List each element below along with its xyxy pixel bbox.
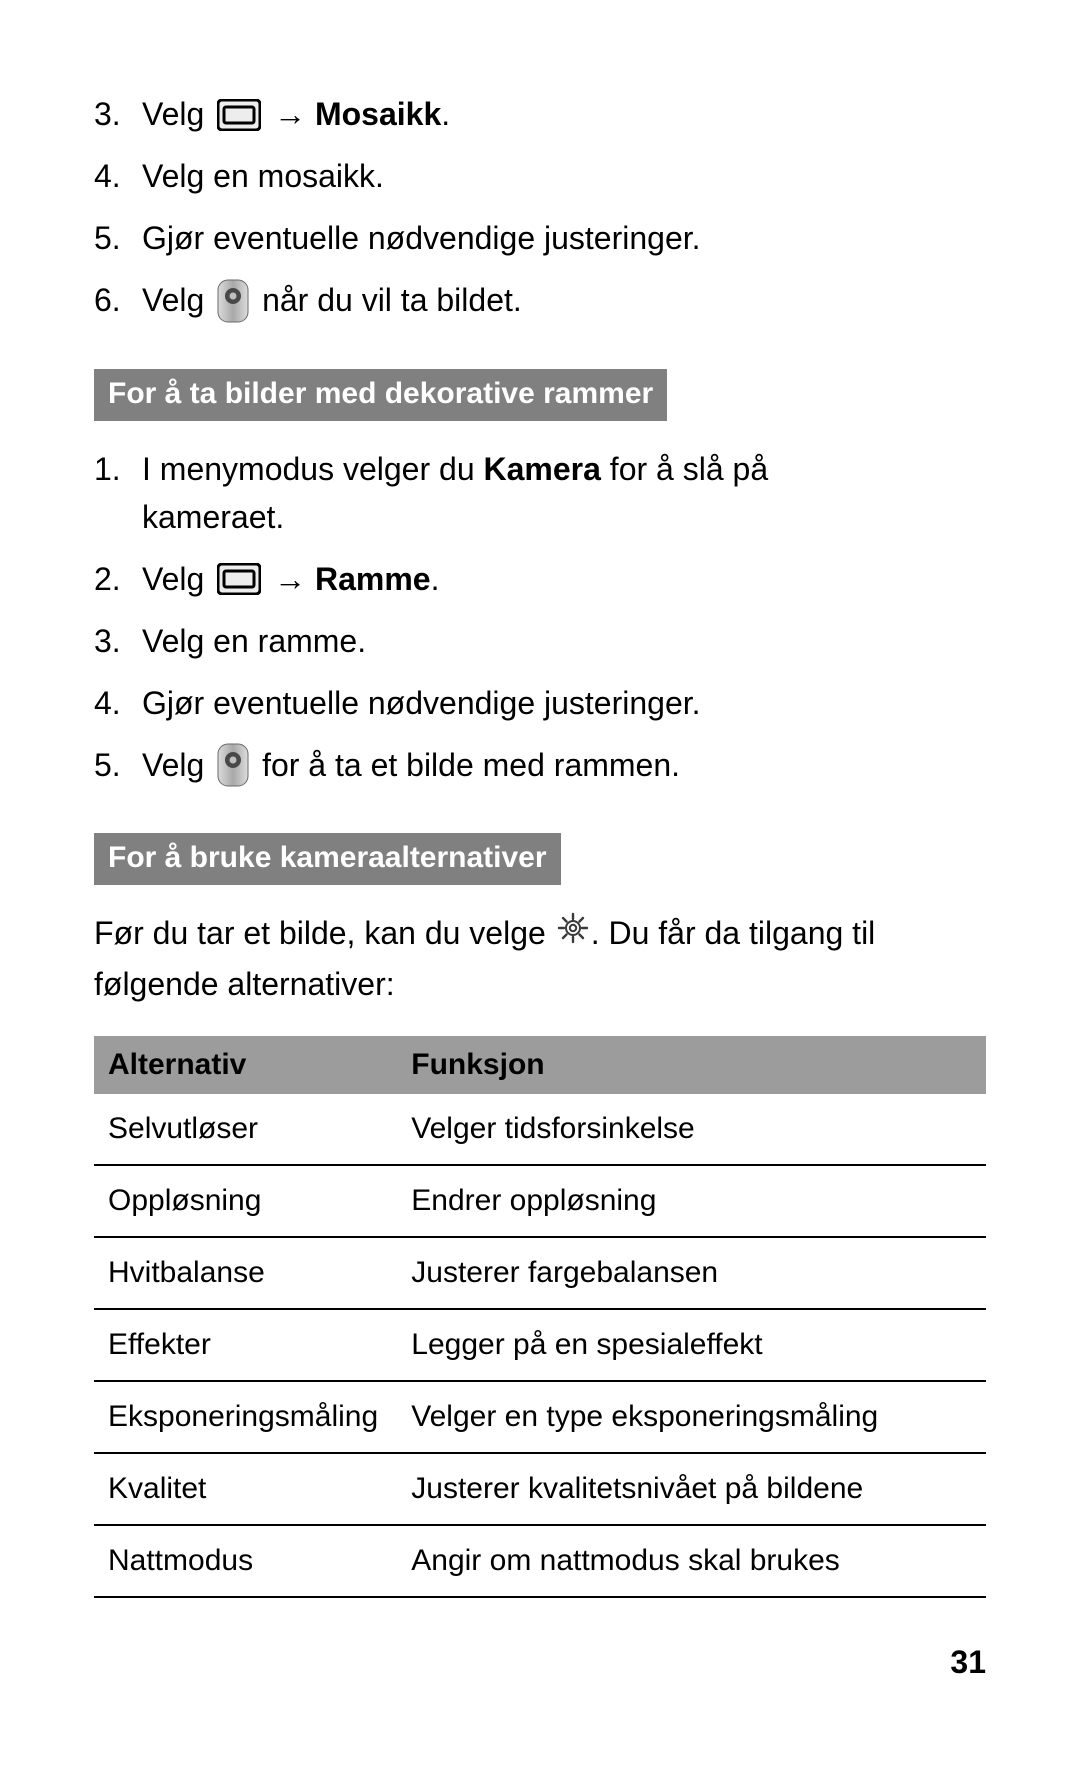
cell-alternative: Oppløsning [94, 1165, 397, 1237]
table-row: SelvutløserVelger tidsforsinkelse [94, 1094, 986, 1165]
step-text-run: → [265, 561, 315, 597]
mosaic-step: 6.Velg når du vil ta bildet. [94, 276, 986, 325]
step-number: 3. [94, 90, 142, 138]
table-header-alternative: Alternativ [94, 1036, 397, 1094]
frame-step: 1.I menymodus velger du Kamera for å slå… [94, 445, 986, 541]
bold-text: Ramme [315, 561, 431, 597]
step-text-run: Velg [142, 282, 213, 318]
cell-alternative: Kvalitet [94, 1453, 397, 1525]
table-header-function: Funksjon [397, 1036, 986, 1094]
step-text-run: Velg [142, 96, 213, 132]
frame-step: 4.Gjør eventuelle nødvendige justeringer… [94, 679, 986, 727]
table-row: EksponeringsmålingVelger en type ekspone… [94, 1381, 986, 1453]
step-text: Gjør eventuelle nødvendige justeringer. [142, 214, 986, 262]
mosaic-step: 3.Velg → Mosaikk. [94, 90, 986, 138]
cell-function: Velger en type eksponeringsmåling [397, 1381, 986, 1453]
cell-alternative: Selvutløser [94, 1094, 397, 1165]
section-frames-heading: For å ta bilder med dekorative rammer [94, 369, 667, 421]
cell-alternative: Nattmodus [94, 1525, 397, 1597]
gear-icon [557, 909, 589, 957]
step-text-run: Gjør eventuelle nødvendige justeringer. [142, 220, 701, 256]
step-number: 4. [94, 152, 142, 200]
step-text: Velg når du vil ta bildet. [142, 276, 986, 325]
cell-function: Endrer oppløsning [397, 1165, 986, 1237]
step-text-run: Velg en mosaikk. [142, 158, 384, 194]
page-number: 31 [950, 1644, 986, 1681]
mosaic-step: 4.Velg en mosaikk. [94, 152, 986, 200]
table-row: KvalitetJusterer kvalitetsnivået på bild… [94, 1453, 986, 1525]
step-text: Velg en ramme. [142, 617, 986, 665]
step-text-run: for å ta et bilde med rammen. [253, 747, 680, 783]
step-text-run: Velg [142, 747, 213, 783]
step-text-run: kameraet. [142, 493, 986, 541]
table-row: HvitbalanseJusterer fargebalansen [94, 1237, 986, 1309]
step-number: 3. [94, 617, 142, 665]
step-text-run: Gjør eventuelle nødvendige justeringer. [142, 685, 701, 721]
step-text-run: → [265, 96, 315, 132]
step-text-run: for å slå på [601, 451, 768, 487]
step-text-run: I menymodus velger du [142, 451, 484, 487]
step-text: Velg for å ta et bilde med rammen. [142, 741, 986, 790]
step-text: Gjør eventuelle nødvendige justeringer. [142, 679, 986, 727]
step-text: Velg → Ramme. [142, 555, 986, 603]
intro-text-pre: Før du tar et bilde, kan du velge [94, 915, 555, 951]
cell-function: Velger tidsforsinkelse [397, 1094, 986, 1165]
step-number: 6. [94, 276, 142, 324]
frame-step: 2.Velg → Ramme. [94, 555, 986, 603]
cell-function: Angir om nattmodus skal brukes [397, 1525, 986, 1597]
camera-button-icon [217, 279, 249, 323]
cell-alternative: Eksponeringsmåling [94, 1381, 397, 1453]
section-camera-options-heading: For å bruke kameraalternativer [94, 833, 561, 885]
step-number: 1. [94, 445, 142, 493]
cell-alternative: Effekter [94, 1309, 397, 1381]
step-text: I menymodus velger du Kamera for å slå p… [142, 445, 986, 541]
step-number: 5. [94, 214, 142, 262]
cell-function: Legger på en spesialeffekt [397, 1309, 986, 1381]
table-row: OppløsningEndrer oppløsning [94, 1165, 986, 1237]
cell-function: Justerer fargebalansen [397, 1237, 986, 1309]
step-text-run: . [441, 96, 450, 132]
step-text-run: . [431, 561, 440, 597]
step-number: 4. [94, 679, 142, 727]
step-text: Velg → Mosaikk. [142, 90, 986, 138]
table-row: EffekterLegger på en spesialeffekt [94, 1309, 986, 1381]
step-text: Velg en mosaikk. [142, 152, 986, 200]
frame-step: 5.Velg for å ta et bilde med rammen. [94, 741, 986, 790]
step-text-run: når du vil ta bildet. [253, 282, 522, 318]
menu-icon [217, 99, 261, 131]
camera-button-icon [217, 743, 249, 787]
bold-text: Kamera [484, 451, 601, 487]
mosaic-step: 5.Gjør eventuelle nødvendige justeringer… [94, 214, 986, 262]
step-text-run: Velg [142, 561, 213, 597]
cell-function: Justerer kvalitetsnivået på bildene [397, 1453, 986, 1525]
cell-alternative: Hvitbalanse [94, 1237, 397, 1309]
step-number: 2. [94, 555, 142, 603]
step-number: 5. [94, 741, 142, 789]
camera-options-intro: Før du tar et bilde, kan du velge . Du f… [94, 909, 986, 1008]
table-row: NattmodusAngir om nattmodus skal brukes [94, 1525, 986, 1597]
frame-step: 3.Velg en ramme. [94, 617, 986, 665]
camera-options-table: Alternativ Funksjon SelvutløserVelger ti… [94, 1036, 986, 1598]
menu-icon [217, 563, 261, 595]
bold-text: Mosaikk [315, 96, 441, 132]
step-text-run: Velg en ramme. [142, 623, 366, 659]
